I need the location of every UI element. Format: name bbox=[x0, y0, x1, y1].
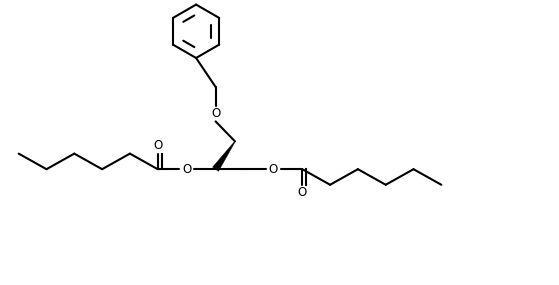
Text: O: O bbox=[269, 163, 278, 176]
Polygon shape bbox=[212, 141, 235, 171]
Text: O: O bbox=[182, 163, 191, 176]
Text: O: O bbox=[211, 107, 220, 120]
Text: O: O bbox=[298, 186, 307, 199]
Text: O: O bbox=[153, 139, 162, 152]
